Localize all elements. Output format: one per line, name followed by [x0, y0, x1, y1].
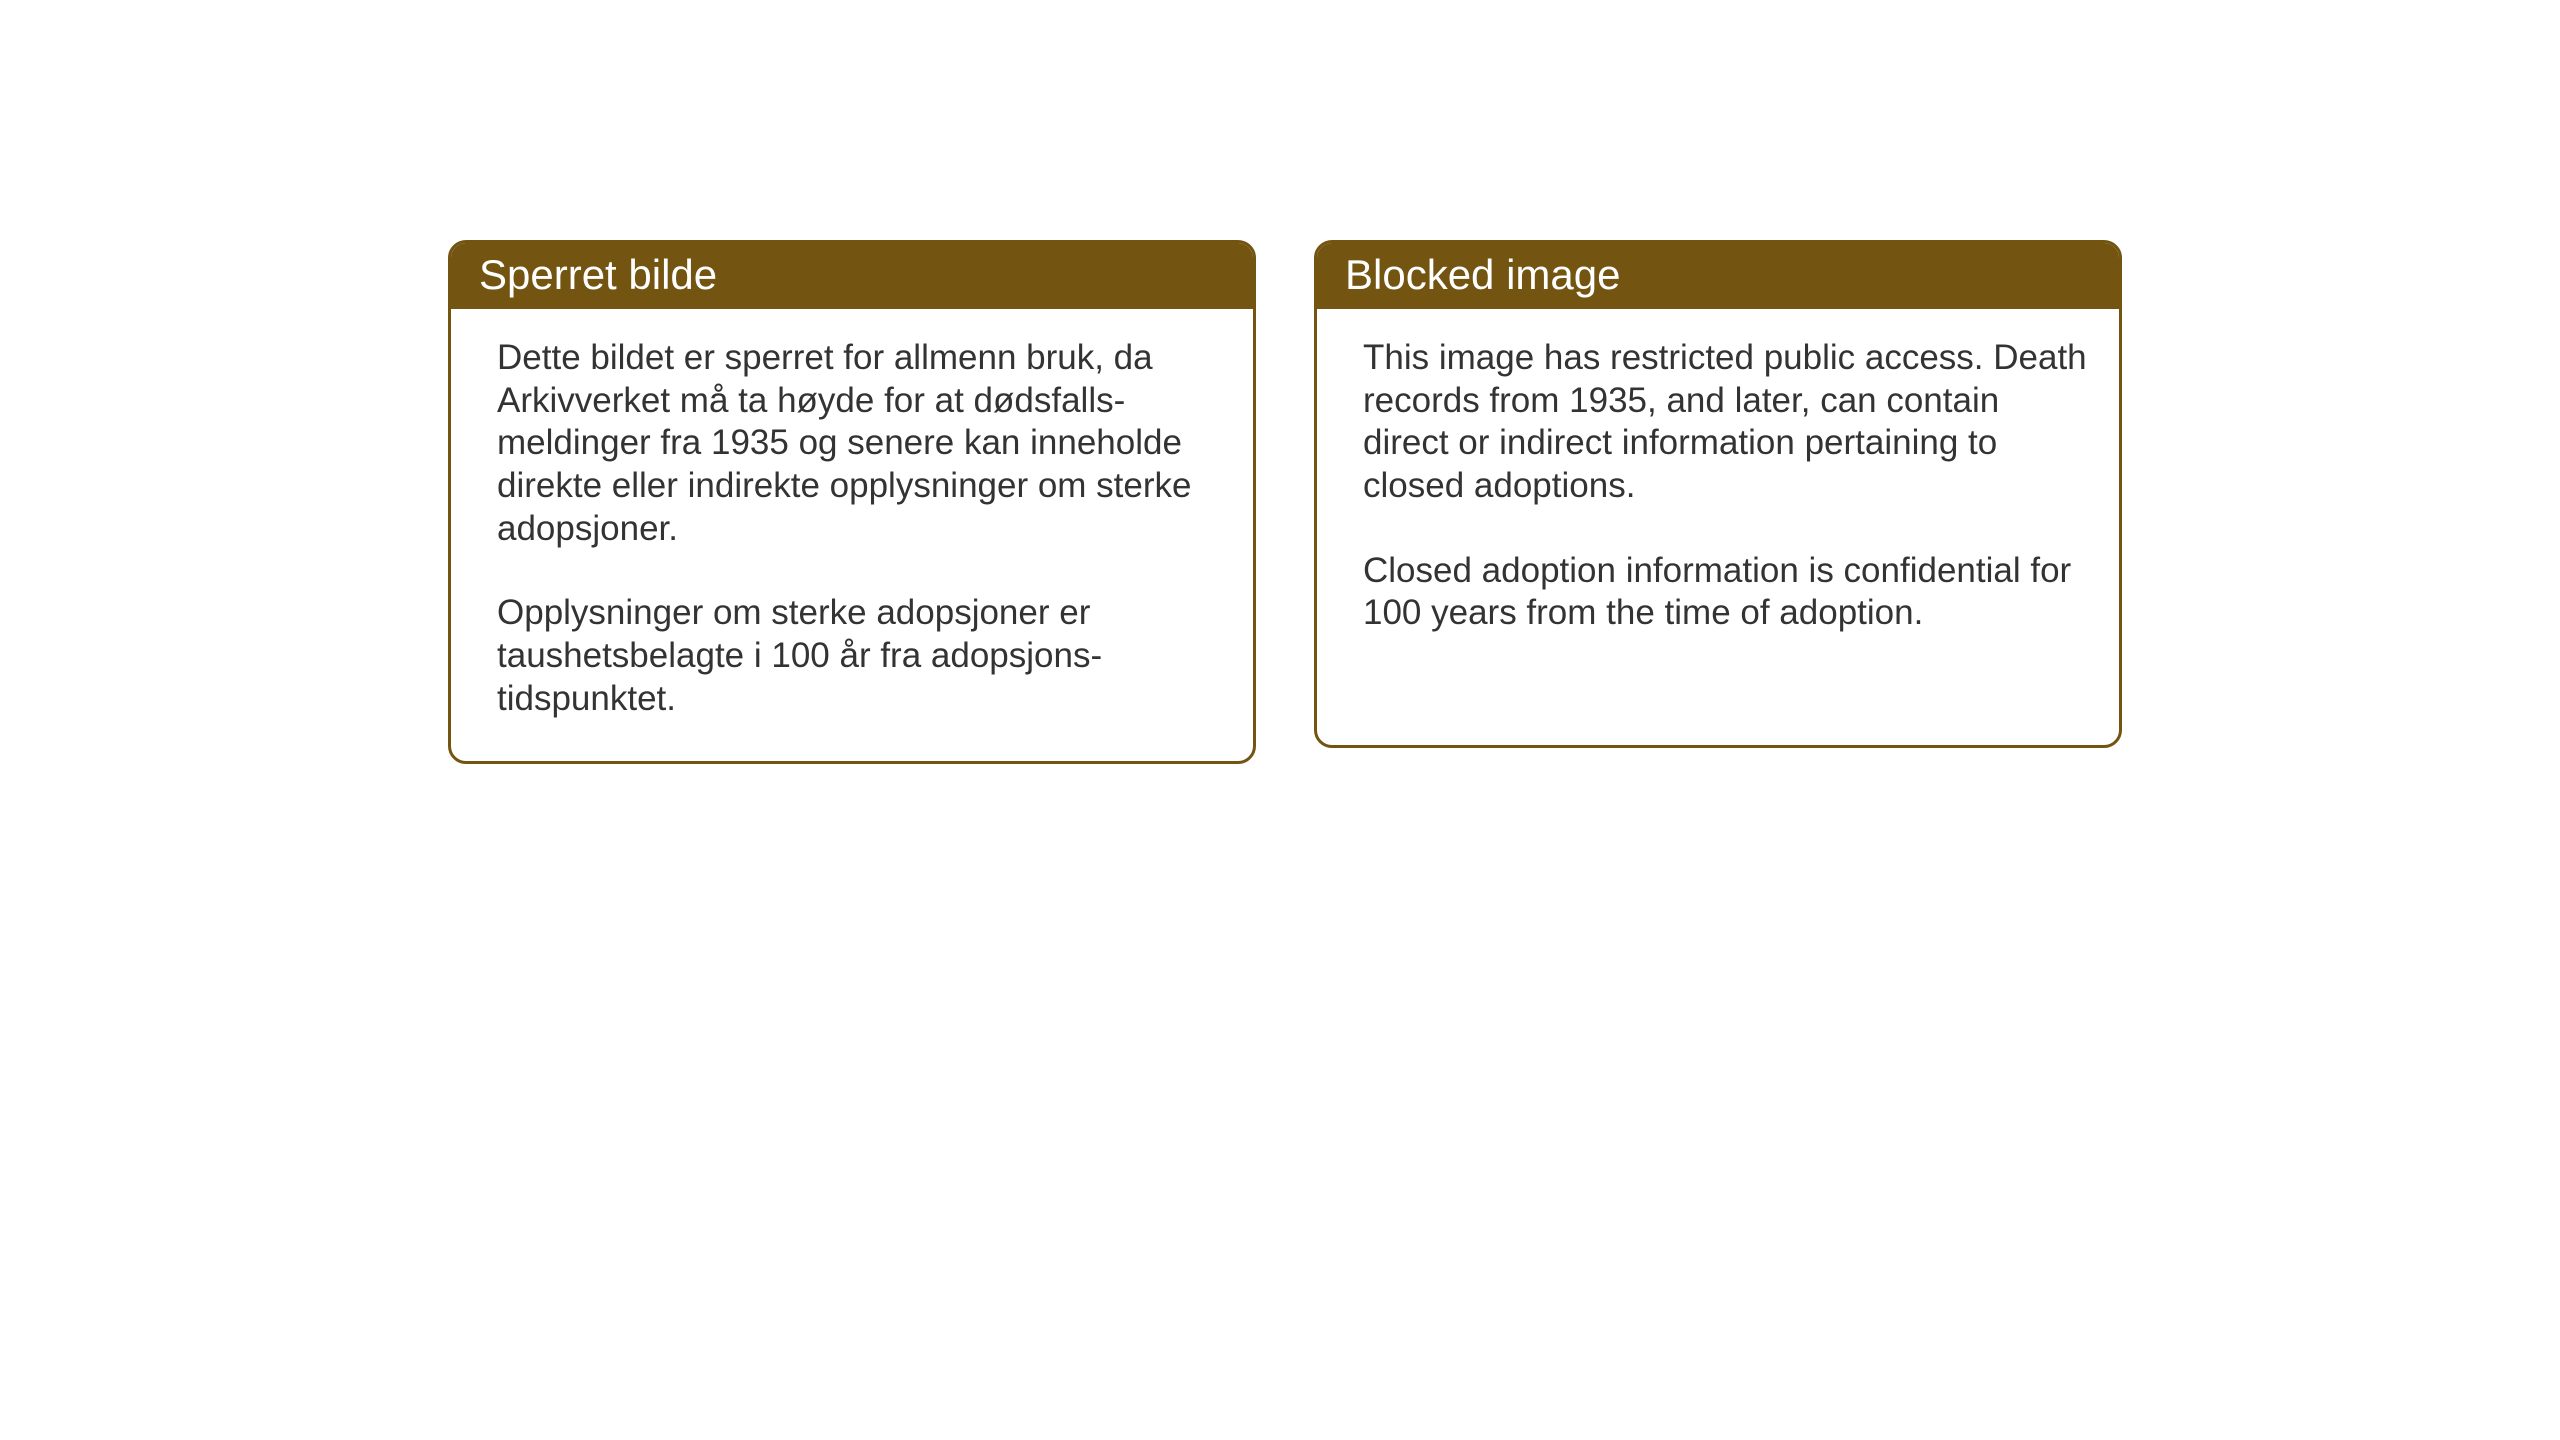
- norwegian-card-body: Dette bildet er sperret for allmenn bruk…: [451, 309, 1253, 761]
- norwegian-notice-card: Sperret bilde Dette bildet er sperret fo…: [448, 240, 1256, 764]
- english-card-title: Blocked image: [1317, 243, 2119, 309]
- english-paragraph-2: Closed adoption information is confident…: [1363, 550, 2091, 635]
- norwegian-paragraph-1: Dette bildet er sperret for allmenn bruk…: [497, 337, 1225, 550]
- norwegian-card-title: Sperret bilde: [451, 243, 1253, 309]
- english-card-body: This image has restricted public access.…: [1317, 309, 2119, 675]
- norwegian-paragraph-2: Opplysninger om sterke adopsjoner er tau…: [497, 592, 1225, 720]
- notice-cards-container: Sperret bilde Dette bildet er sperret fo…: [448, 240, 2122, 764]
- english-paragraph-1: This image has restricted public access.…: [1363, 337, 2091, 508]
- english-notice-card: Blocked image This image has restricted …: [1314, 240, 2122, 748]
